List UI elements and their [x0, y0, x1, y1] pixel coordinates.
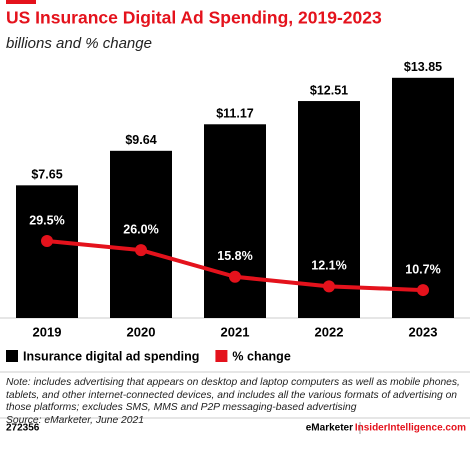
footer-id: 272356 [6, 423, 40, 434]
source: Source: eMarketer, June 2021 [6, 414, 144, 426]
line-value-label: 12.1% [311, 259, 346, 273]
legend-label: % change [232, 349, 290, 363]
footer-site: InsiderIntelligence.com [355, 423, 466, 434]
note-text: Note: includes advertising that appears … [6, 377, 460, 413]
bar-value-label: $7.65 [31, 168, 62, 182]
x-tick-label: 2021 [221, 324, 250, 339]
legend-swatch [6, 350, 18, 362]
bar-value-label: $12.51 [310, 83, 348, 97]
bar [204, 124, 266, 318]
bar-value-label: $9.64 [125, 133, 156, 147]
chart-subtitle: billions and % change [6, 35, 152, 52]
line-point [135, 244, 147, 257]
bar [110, 150, 172, 318]
footer-brand: eMarketer [306, 423, 353, 434]
x-tick-label: 2023 [409, 324, 438, 339]
chart-title: US Insurance Digital Ad Spending, 2019-2… [6, 8, 382, 28]
legend-swatch [215, 350, 228, 362]
x-tick-label: 2020 [127, 324, 156, 339]
line-value-label: 26.0% [123, 222, 158, 236]
bar [392, 77, 454, 318]
line-value-label: 29.5% [29, 213, 64, 227]
bar-value-label: $13.85 [404, 60, 442, 74]
line-point [417, 284, 429, 297]
bar [16, 185, 78, 318]
line-value-label: 15.8% [217, 249, 252, 263]
line-point [41, 234, 53, 247]
accent-bar [6, 0, 36, 4]
x-tick-label: 2022 [315, 324, 344, 339]
bar-value-label: $11.17 [216, 107, 254, 121]
line-point [323, 280, 335, 293]
x-tick-label: 2019 [33, 324, 62, 339]
line-point [229, 270, 241, 283]
line-value-label: 10.7% [405, 262, 440, 276]
legend-label: Insurance digital ad spending [23, 349, 199, 363]
note: Note: includes advertising that appears … [6, 377, 466, 427]
